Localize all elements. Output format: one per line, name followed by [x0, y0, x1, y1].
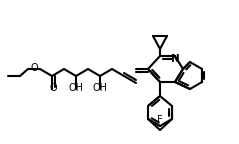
Text: N: N [171, 54, 179, 64]
Text: O: O [49, 83, 57, 93]
Text: F: F [157, 115, 163, 125]
Text: OH: OH [92, 83, 108, 93]
Text: OH: OH [69, 83, 83, 93]
Text: O: O [30, 63, 38, 73]
